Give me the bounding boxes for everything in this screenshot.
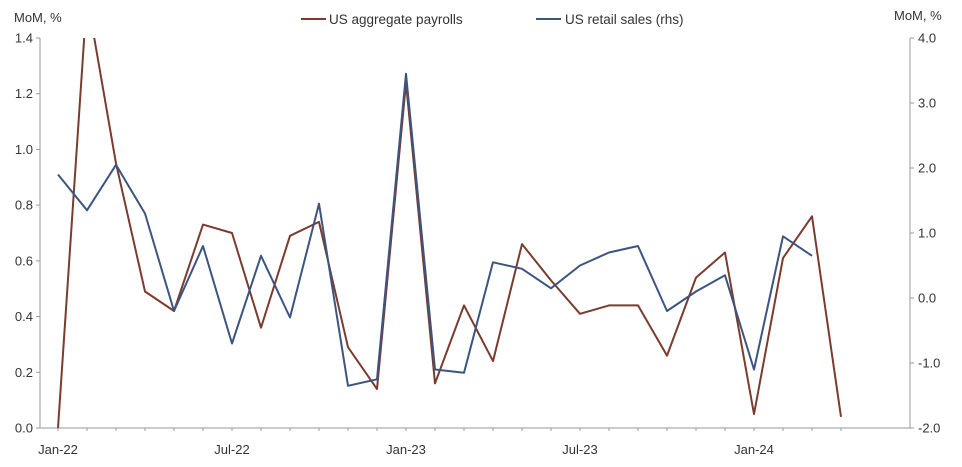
x-tick-label: Jan-22 xyxy=(38,442,78,457)
x-tick-label: Jul-23 xyxy=(562,442,597,457)
x-ticks: Jan-22 Jul-22 Jan-23 Jul-23 Jan-24 xyxy=(38,428,842,457)
left-tick-label: 0.6 xyxy=(15,253,33,268)
right-tick-label: -2.0 xyxy=(918,421,940,436)
left-tick-label: 1.2 xyxy=(15,86,33,101)
x-tick-label: Jan-23 xyxy=(386,442,426,457)
right-axis-title: MoM, % xyxy=(894,8,942,23)
right-tick-label: 4.0 xyxy=(918,31,936,46)
left-tick-label: 1.0 xyxy=(15,142,33,157)
left-tick-label: 0.4 xyxy=(15,309,33,324)
legend: US aggregate payrolls US retail sales (r… xyxy=(301,12,684,27)
right-tick-label: -1.0 xyxy=(918,356,940,371)
x-tick-label: Jan-24 xyxy=(734,442,774,457)
right-tick-label: 0.0 xyxy=(918,291,936,306)
series-line-retail-sales xyxy=(57,72,813,387)
left-tick-label: 0.2 xyxy=(15,365,33,380)
left-tick-label: 1.4 xyxy=(15,31,33,46)
right-tick-label: 3.0 xyxy=(918,96,936,111)
right-tick-label: 2.0 xyxy=(918,161,936,176)
left-ticks: 0.0 0.2 0.4 0.6 0.8 1.0 1.2 1.4 xyxy=(15,31,40,436)
legend-label-retail: US retail sales (rhs) xyxy=(565,12,684,27)
left-tick-label: 0.8 xyxy=(15,198,33,213)
series-line-payrolls xyxy=(57,38,842,428)
x-tick-label: Jul-22 xyxy=(214,442,249,457)
series-layer xyxy=(57,38,842,428)
right-tick-label: 1.0 xyxy=(918,226,936,241)
left-tick-label: 0.0 xyxy=(15,421,33,436)
left-axis-title: MoM, % xyxy=(14,10,62,25)
right-ticks: -2.0 -1.0 0.0 1.0 2.0 3.0 4.0 xyxy=(910,31,940,436)
legend-label-payrolls: US aggregate payrolls xyxy=(329,12,463,27)
